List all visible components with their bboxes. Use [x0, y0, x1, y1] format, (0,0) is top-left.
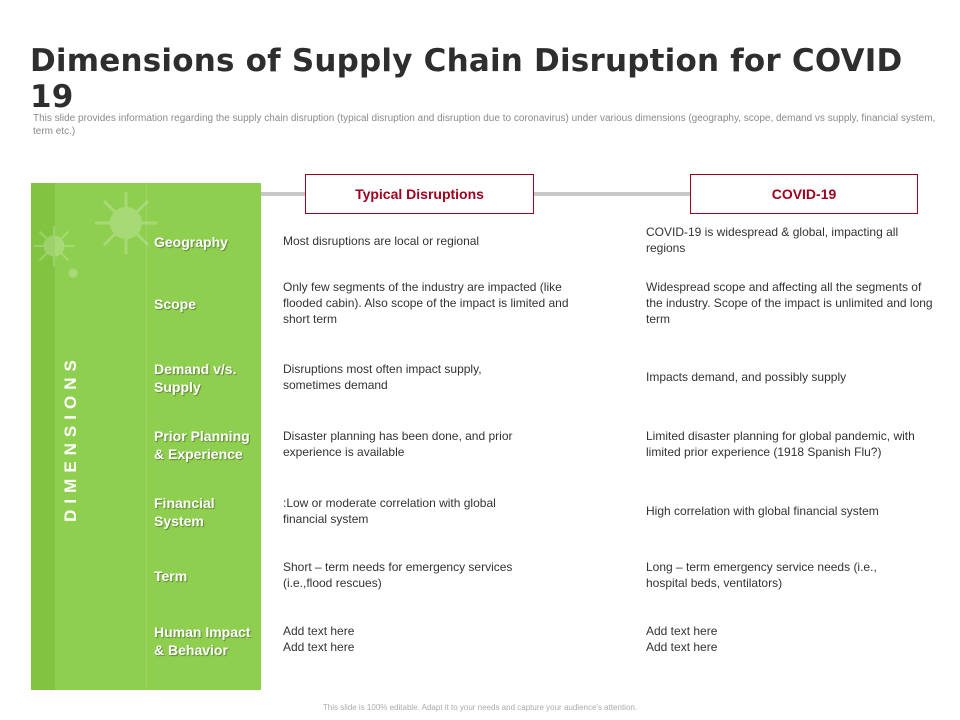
typical-cell: Add text here Add text here — [283, 623, 483, 655]
typical-cell: :Low or moderate correlation with global… — [283, 495, 543, 527]
covid-text-planning: Limited disaster planning for global pan… — [646, 429, 915, 459]
virus-icon — [95, 192, 157, 254]
dimension-prior-planning: Prior Planning & Experience — [154, 428, 250, 462]
dimension-financial-system: Financial System — [154, 495, 215, 529]
panel-stripe — [31, 183, 55, 690]
typical-text-human: Add text here Add text here — [283, 624, 355, 654]
covid-text-financial: High correlation with global financial s… — [646, 504, 879, 518]
typical-text-financial: :Low or moderate correlation with global… — [283, 496, 496, 526]
covid-text-term: Long – term emergency service needs (i.e… — [646, 560, 877, 590]
dimensions-panel — [31, 183, 261, 690]
dimensions-vertical-label: DIMENSIONS — [61, 354, 80, 522]
covid-cell: Impacts demand, and possibly supply — [646, 369, 936, 385]
panel-divider — [146, 183, 147, 690]
covid-text-scope: Widespread scope and affecting all the s… — [646, 280, 933, 326]
dimension-human-impact: Human Impact & Behavior — [154, 624, 251, 658]
covid-cell: Add text here Add text here — [646, 623, 846, 655]
page-subtitle: This slide provides information regardin… — [33, 113, 936, 137]
dimension-geography: Geography — [154, 234, 228, 250]
typical-text-demand: Disruptions most often impact supply, so… — [283, 362, 482, 392]
covid-text-human: Add text here Add text here — [646, 624, 718, 654]
covid-cell: COVID-19 is widespread & global, impacti… — [646, 224, 936, 256]
covid-cell: Widespread scope and affecting all the s… — [646, 279, 941, 327]
typical-cell: Short – term needs for emergency service… — [283, 559, 553, 591]
typical-cell: Most disruptions are local or regional — [283, 225, 583, 257]
typical-text-planning: Disaster planning has been done, and pri… — [283, 429, 513, 459]
typical-text-term: Short – term needs for emergency service… — [283, 560, 513, 590]
virus-icon-tiny — [68, 268, 78, 278]
page-title: Dimensions of Supply Chain Disruption fo… — [30, 43, 903, 115]
column-header-typical: Typical Disruptions — [305, 174, 534, 214]
typical-cell: Only few segments of the industry are im… — [283, 279, 573, 327]
typical-cell: Disruptions most often impact supply, so… — [283, 361, 533, 393]
dimension-term: Term — [154, 568, 188, 584]
typical-text-geography: Most disruptions are local or regional — [283, 234, 480, 248]
virus-icon-small — [33, 225, 75, 267]
covid-text-geography: COVID-19 is widespread & global, impacti… — [646, 225, 899, 255]
footer-note: This slide is 100% editable. Adapt it to… — [322, 703, 638, 712]
column-header-covid: COVID-19 — [690, 174, 918, 214]
covid-cell: Long – term emergency service needs (i.e… — [646, 559, 916, 591]
typical-cell: Disaster planning has been done, and pri… — [283, 428, 553, 460]
covid-cell: High correlation with global financial s… — [646, 503, 936, 519]
covid-cell: Limited disaster planning for global pan… — [646, 420, 921, 468]
dimension-demand-supply: Demand v/s. Supply — [154, 361, 237, 395]
typical-text-scope: Only few segments of the industry are im… — [283, 280, 569, 326]
dimension-scope: Scope — [154, 296, 197, 312]
covid-text-demand: Impacts demand, and possibly supply — [646, 370, 847, 384]
